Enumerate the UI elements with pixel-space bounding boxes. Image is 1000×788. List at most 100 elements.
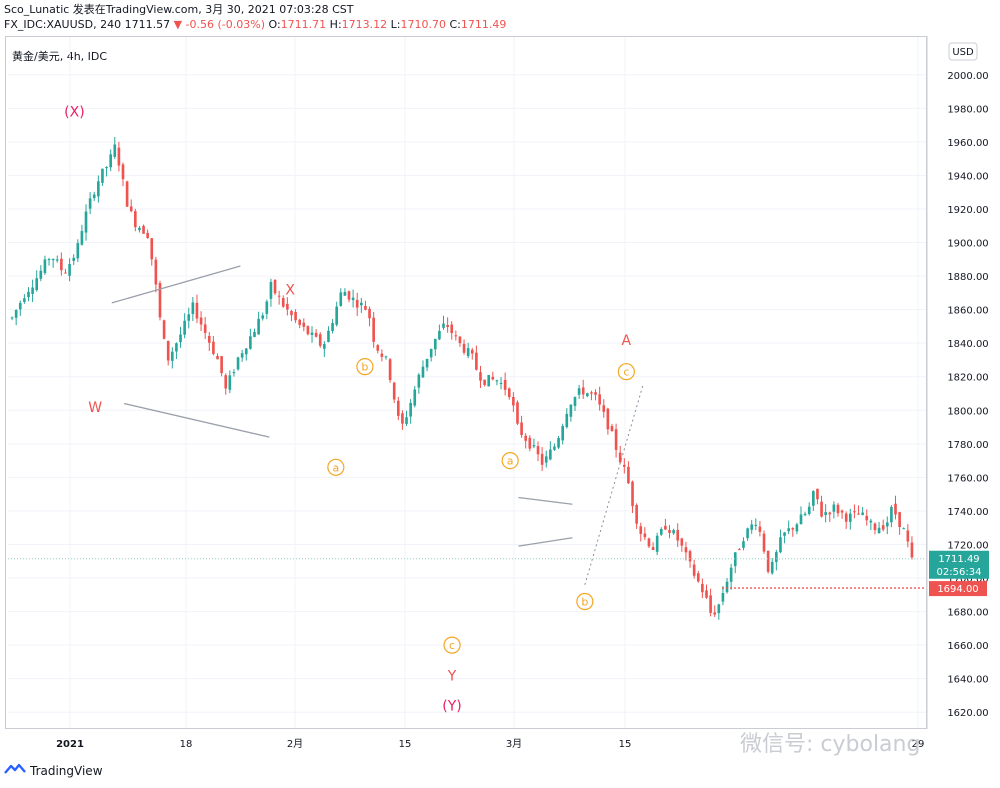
wave-circle [327, 458, 345, 476]
candle-body [154, 259, 158, 285]
candle-body [746, 528, 749, 539]
candle-body [290, 310, 293, 316]
candle-body [910, 542, 914, 558]
countdown-label: 02:56:34 [937, 567, 982, 578]
open-value: 1711.71 [280, 18, 327, 31]
candle-body [824, 512, 827, 516]
y-tick-label: 1780.00 [947, 440, 988, 451]
candle-body [228, 375, 232, 390]
candle-body [339, 292, 343, 306]
candle-body [816, 488, 819, 500]
candle-body [360, 302, 363, 306]
candle-body [483, 379, 486, 385]
candle-body [413, 389, 417, 406]
candle-body [125, 181, 129, 207]
candle-body [429, 348, 433, 358]
candle-body [655, 535, 659, 552]
candle-body [857, 513, 860, 515]
candle-body [60, 258, 63, 271]
candle-body [162, 320, 166, 339]
candle-body [232, 372, 236, 374]
candle-body [828, 512, 832, 515]
candle-body [18, 302, 22, 310]
trendline [124, 402, 270, 438]
candle-body [495, 380, 499, 382]
candle-body [76, 243, 80, 259]
candle-body [183, 320, 186, 335]
candle-body [466, 348, 470, 357]
price-change: ▼ -0.56 (-0.03%) [173, 18, 265, 31]
candle-body [302, 322, 306, 327]
candle-body [844, 513, 848, 522]
y-tick-label: 1680.00 [947, 608, 988, 619]
candle-body [220, 356, 223, 374]
wave-circle [443, 636, 461, 654]
wave-label: X [285, 282, 295, 298]
symbol-tag: 黄金/美元, 4h, IDC [12, 50, 108, 63]
candle-body [331, 323, 334, 331]
y-tick-label: 1880.00 [947, 272, 988, 283]
candle-body [783, 532, 786, 536]
candle-body [351, 297, 355, 301]
trendline [518, 537, 573, 547]
candle-body [701, 583, 704, 593]
candle-body [721, 593, 725, 602]
candle-body [803, 513, 807, 516]
candle-body [528, 437, 532, 449]
candle-body [787, 528, 790, 532]
candle-body [742, 541, 745, 548]
candle-body [240, 353, 244, 358]
candle-body [799, 514, 803, 525]
y-tick-label: 1740.00 [947, 507, 988, 518]
candle-body [224, 375, 228, 389]
candle-body [27, 291, 30, 298]
candle-body [549, 449, 552, 460]
candle-body [668, 530, 671, 533]
close-label: C: [449, 18, 461, 31]
candle-body [544, 456, 548, 463]
candle-body [725, 581, 729, 593]
wave-circle [576, 592, 594, 611]
candle-body [643, 533, 647, 538]
y-tick-label: 1920.00 [947, 205, 988, 216]
candle-body [117, 147, 121, 166]
candle-body [323, 344, 326, 349]
y-tick-label: 1980.00 [947, 104, 988, 115]
currency-button[interactable] [948, 42, 978, 61]
candle-body [491, 376, 495, 380]
candle-body [470, 349, 474, 354]
candle-body [709, 595, 712, 613]
candle-body [105, 166, 108, 169]
publish-info: Sco_Lunatic 发表在TradingView.com, 3月 30, 2… [4, 3, 354, 16]
candle-body [713, 612, 717, 615]
candle-body [577, 388, 581, 395]
wave-label: c [623, 366, 629, 379]
candle-body [680, 538, 684, 546]
wave-label: a [332, 461, 339, 474]
tradingview-brand[interactable]: TradingView [4, 763, 103, 778]
candle-body [705, 590, 708, 598]
candle-body [717, 604, 721, 614]
candle-body [487, 375, 491, 387]
candle-body [561, 426, 564, 441]
candle-body [894, 503, 897, 515]
candle-body [462, 343, 466, 353]
y-tick-label: 1620.00 [947, 708, 988, 719]
candle-body [109, 154, 112, 168]
candle-body [80, 231, 84, 245]
wave-label: W [88, 400, 102, 416]
candle-body [31, 287, 34, 294]
candle-body [191, 302, 195, 315]
candle-body [848, 513, 852, 522]
candle-body [520, 422, 523, 436]
candle-body [396, 400, 400, 416]
candle-body [92, 194, 96, 198]
candle-body [890, 507, 893, 523]
y-tick-label: 1960.00 [947, 138, 988, 149]
candle-body [84, 211, 88, 233]
candle-body [368, 308, 371, 319]
candle-body [47, 259, 51, 261]
y-tick-label: 1700.00 [947, 574, 988, 585]
candle-body [553, 446, 556, 450]
